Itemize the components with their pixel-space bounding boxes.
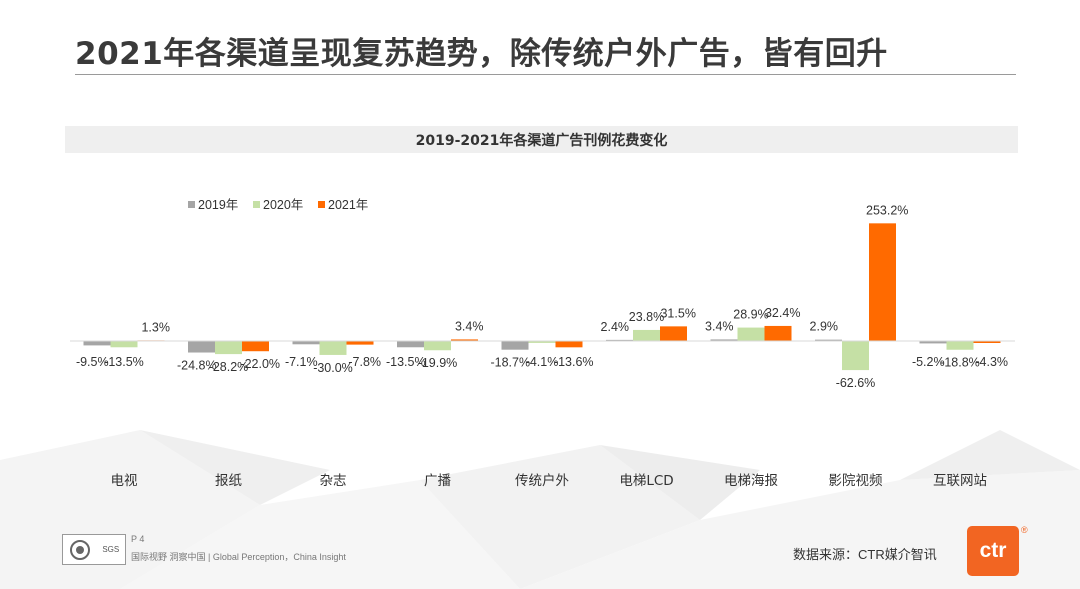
data-label: -18.8% [940, 356, 980, 370]
data-label: 32.4% [765, 306, 800, 320]
bar [83, 341, 111, 346]
bar [528, 341, 556, 343]
data-label: 1.3% [141, 320, 170, 334]
certification-text: SGS [102, 545, 120, 554]
bar [606, 339, 633, 341]
ctr-logo: ctr [967, 526, 1019, 576]
data-source: 数据来源：CTR媒介智讯 [793, 547, 937, 562]
bar [501, 341, 529, 350]
data-label: -62.6% [836, 376, 876, 390]
bar [710, 339, 738, 341]
data-label: 31.5% [660, 306, 695, 320]
bar [555, 341, 583, 348]
title-divider [75, 74, 1016, 75]
category-label: 影院视频 [829, 473, 883, 489]
certification-logo: SGS [62, 534, 126, 565]
bar [242, 341, 269, 352]
bar [919, 341, 947, 344]
page-number: P 4 [131, 534, 145, 544]
bar [764, 325, 792, 341]
seal-icon [69, 539, 90, 560]
page-title: 2021年各渠道呈现复苏趋势，除传统户外广告，皆有回升 [75, 36, 888, 72]
data-label: -19.9% [418, 356, 458, 370]
data-label: -7.8% [348, 355, 381, 369]
legend-swatch [318, 201, 325, 208]
bar [815, 339, 842, 341]
bar [424, 341, 451, 351]
data-label: -13.5% [386, 355, 426, 369]
bar [660, 326, 687, 341]
data-label: 2.4% [601, 320, 630, 334]
legend-label: 2019年 [198, 198, 238, 212]
category-label: 传统户外 [515, 472, 569, 489]
data-label: 28.9% [733, 308, 768, 322]
legend-swatch [253, 201, 260, 208]
footer-slogan: 国际视野 洞察中国 | Global Perception，China Insi… [131, 552, 346, 562]
bar [633, 329, 660, 341]
data-label: 3.4% [455, 319, 484, 333]
chart-title: 2019-2021年各渠道广告刊例花费变化 [65, 126, 1018, 153]
data-label: -30.0% [313, 361, 353, 375]
category-label: 报纸 [215, 473, 242, 489]
legend-label: 2021年 [328, 198, 368, 212]
data-label: 2.9% [810, 320, 839, 334]
bar [292, 341, 320, 345]
data-label: -4.1% [526, 355, 559, 369]
data-label: -18.7% [490, 356, 530, 370]
category-label: 电梯海报 [724, 473, 778, 489]
data-label: -24.8% [177, 359, 217, 373]
legend-label: 2020年 [263, 198, 303, 212]
category-label: 杂志 [320, 473, 347, 489]
registered-mark: ® [1021, 525, 1028, 535]
category-label: 互联网站 [933, 473, 987, 489]
bar [397, 341, 424, 348]
data-label: 3.4% [705, 319, 734, 333]
bar [110, 341, 138, 348]
legend-swatch [188, 201, 195, 208]
data-label: -7.1% [285, 355, 318, 369]
data-label: 253.2% [866, 203, 908, 217]
data-label: 23.8% [629, 310, 664, 324]
data-label: -5.2% [912, 355, 945, 369]
brand-text: ctr [979, 539, 1007, 562]
data-label: -9.5% [76, 355, 109, 369]
data-label: -13.5% [104, 355, 144, 369]
category-label: 电视 [111, 473, 138, 489]
data-label: -28.2% [209, 360, 249, 374]
data-label: -13.6% [554, 355, 594, 369]
bar [973, 341, 1001, 343]
bar [737, 327, 765, 341]
bar [346, 341, 374, 345]
bar [451, 339, 478, 341]
data-label: -4.3% [975, 355, 1008, 369]
bar [842, 341, 869, 371]
category-label: 广播 [424, 473, 451, 489]
data-label: -22.0% [240, 357, 280, 371]
bar [869, 223, 896, 341]
bar [946, 341, 974, 350]
bar [188, 341, 215, 353]
bar [319, 341, 347, 355]
bar [215, 341, 242, 355]
category-label: 电梯LCD [619, 473, 673, 489]
